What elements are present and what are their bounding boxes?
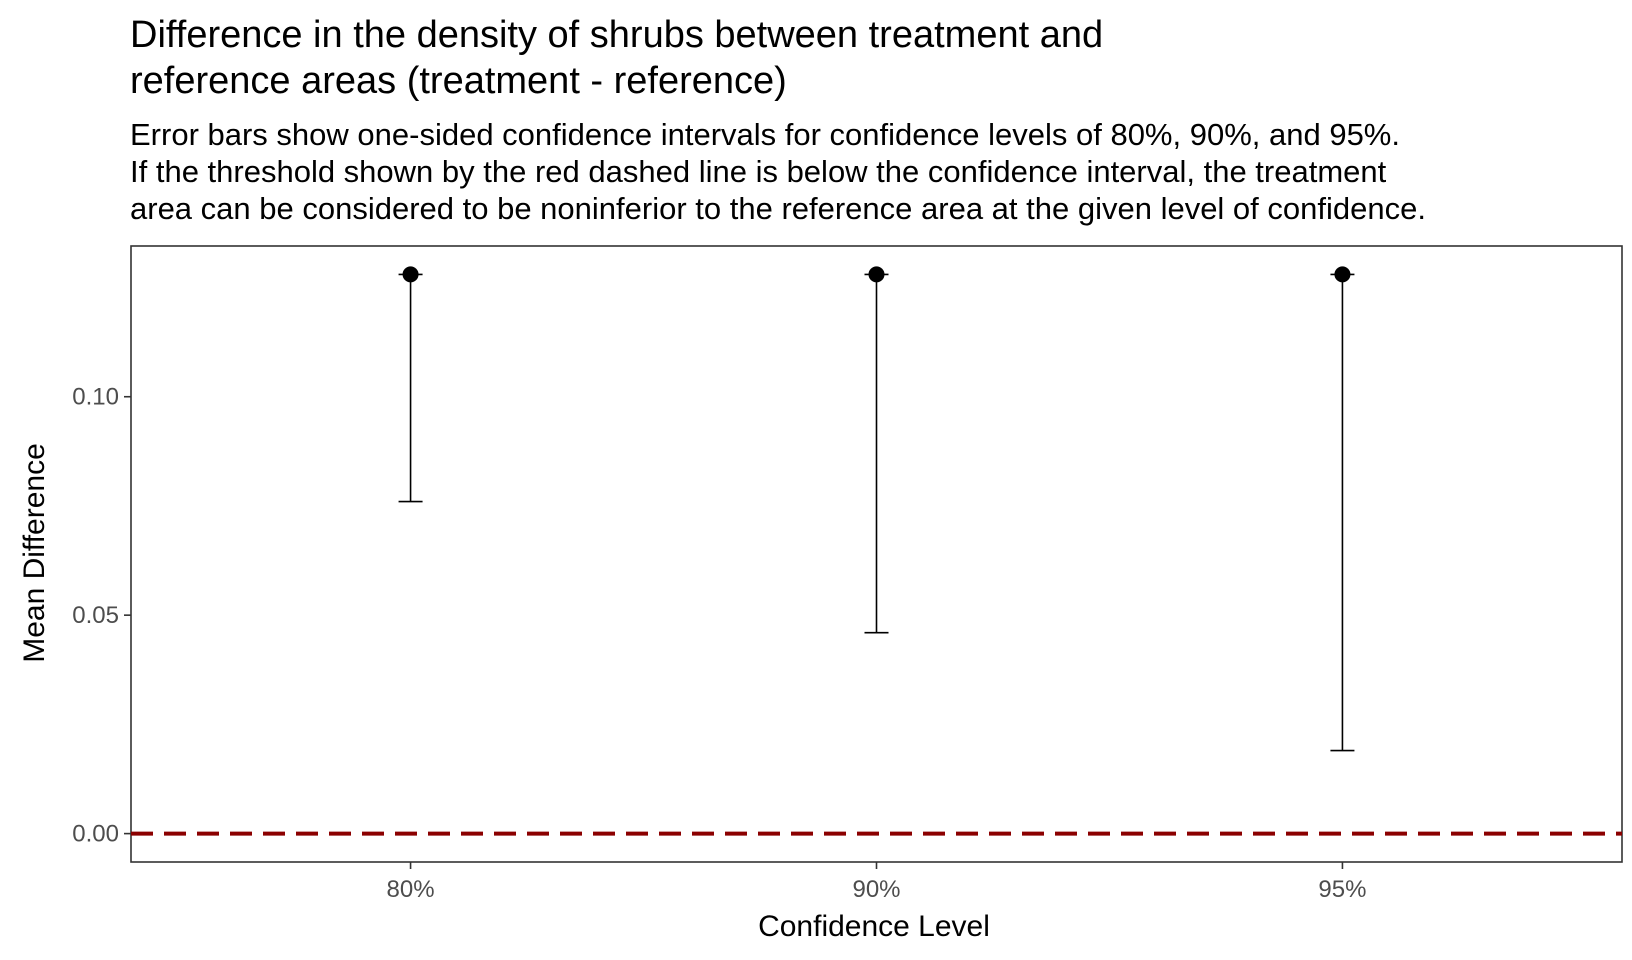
x-axis-title: Confidence Level [758,910,990,943]
y-tick-label: 0.05 [72,602,119,629]
x-tick-label: 90% [852,876,900,903]
estimate-point [868,266,885,283]
chart-title-line-2: reference areas (treatment - reference) [130,60,787,102]
chart-subtitle-line-1: Error bars show one-sided confidence int… [130,117,1400,152]
y-tick-label: 0.10 [72,384,119,411]
chart-title-line-1: Difference in the density of shrubs betw… [130,14,1104,56]
chart-subtitle-line-2: If the threshold shown by the red dashed… [130,154,1387,189]
estimate-point [402,266,419,283]
plot-area: 0.00 0.05 0.10 80% 90% 95% [72,245,1623,903]
chart-subtitle: Error bars show one-sided confidence int… [130,116,1426,227]
y-axis-title: Mean Difference [18,443,51,663]
estimate-point [1334,266,1351,283]
x-tick-label: 95% [1318,876,1366,903]
chart-subtitle-line-3: area can be considered to be noninferior… [130,191,1426,226]
x-tick-label: 80% [387,876,435,903]
chart-title: Difference in the density of shrubs betw… [130,12,1103,104]
y-tick-label: 0.00 [72,821,119,848]
